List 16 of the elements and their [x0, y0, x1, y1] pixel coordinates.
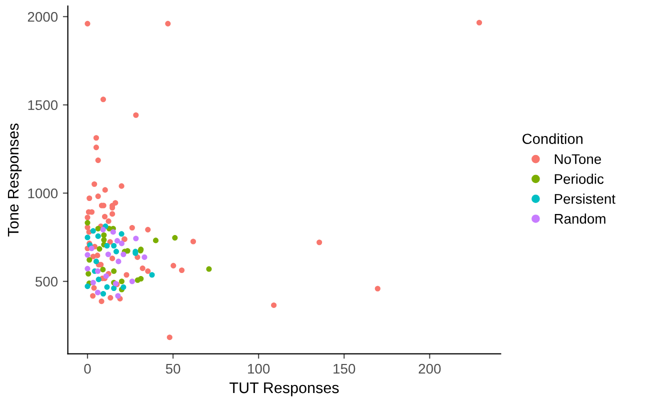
x-tick-label: 200	[418, 364, 441, 374]
y-axis-title: Tone Responses	[8, 124, 22, 236]
x-tick-label: 100	[248, 364, 270, 374]
y-tick-label: 2000	[28, 12, 58, 22]
legend-label: Random	[554, 214, 606, 224]
y-tick-label: 500	[35, 276, 58, 287]
x-axis-title: TUT Responses	[230, 382, 339, 396]
y-tick-label: 1500	[28, 100, 58, 110]
y-tick-label: 1000	[28, 188, 58, 198]
x-tick-label: 0	[84, 364, 91, 374]
x-tick-label: 150	[334, 364, 356, 374]
legend-title: Condition	[522, 133, 582, 144]
legend-label: Persistent	[554, 194, 616, 204]
x-tick-label: 50	[166, 364, 180, 374]
legend-label: NoTone	[554, 154, 601, 164]
legend-label: Periodic	[554, 174, 604, 184]
